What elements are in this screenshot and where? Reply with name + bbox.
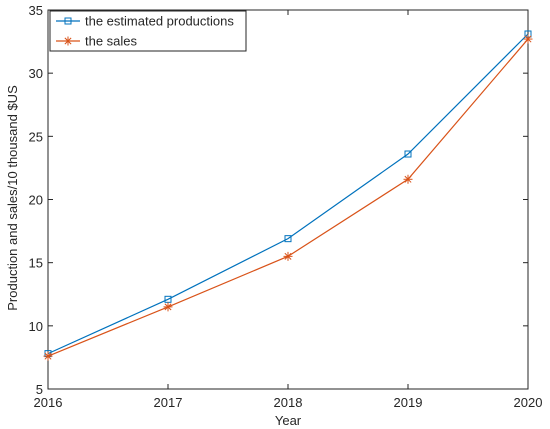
y-tick-label: 10 (29, 319, 43, 334)
legend-box (49, 10, 247, 52)
y-axis-label: Production and sales/10 thousand $US (5, 85, 20, 311)
x-axis-label: Year (275, 413, 302, 428)
x-tick-label: 2017 (154, 395, 183, 410)
series-1-point (164, 295, 172, 303)
y-tick-label: 35 (29, 3, 43, 18)
series-line-1 (47, 33, 529, 355)
series-2-point (403, 174, 413, 184)
axes: 2016 2017 2018 2019 2020 5 10 15 20 25 30 35 (29, 3, 543, 410)
series-2-point (523, 34, 533, 44)
x-tick-label: 2020 (514, 395, 543, 410)
legend-label-2: the sales (85, 34, 138, 49)
y-tick-label: 20 (29, 193, 43, 208)
series-1-point (284, 235, 292, 243)
y-tick-label: 30 (29, 66, 43, 81)
plot-series (43, 30, 533, 361)
x-tick-label: 2016 (34, 395, 63, 410)
y-tick-label: 5 (36, 382, 43, 397)
legend: the estimated productions the sales (49, 10, 247, 52)
series-2-point (43, 351, 53, 361)
plot-area-frame (47, 9, 529, 390)
legend-label-1: the estimated productions (85, 14, 234, 29)
series-2-point (283, 251, 293, 261)
y-tick-label: 25 (29, 129, 43, 144)
legend-marker-1 (64, 17, 72, 25)
legend-marker-2 (63, 36, 73, 46)
series-2-point (163, 302, 173, 312)
y-tick-label: 15 (29, 256, 43, 271)
x-tick-label: 2019 (394, 395, 423, 410)
series-1-point (404, 150, 412, 158)
x-tick-label: 2018 (274, 395, 303, 410)
